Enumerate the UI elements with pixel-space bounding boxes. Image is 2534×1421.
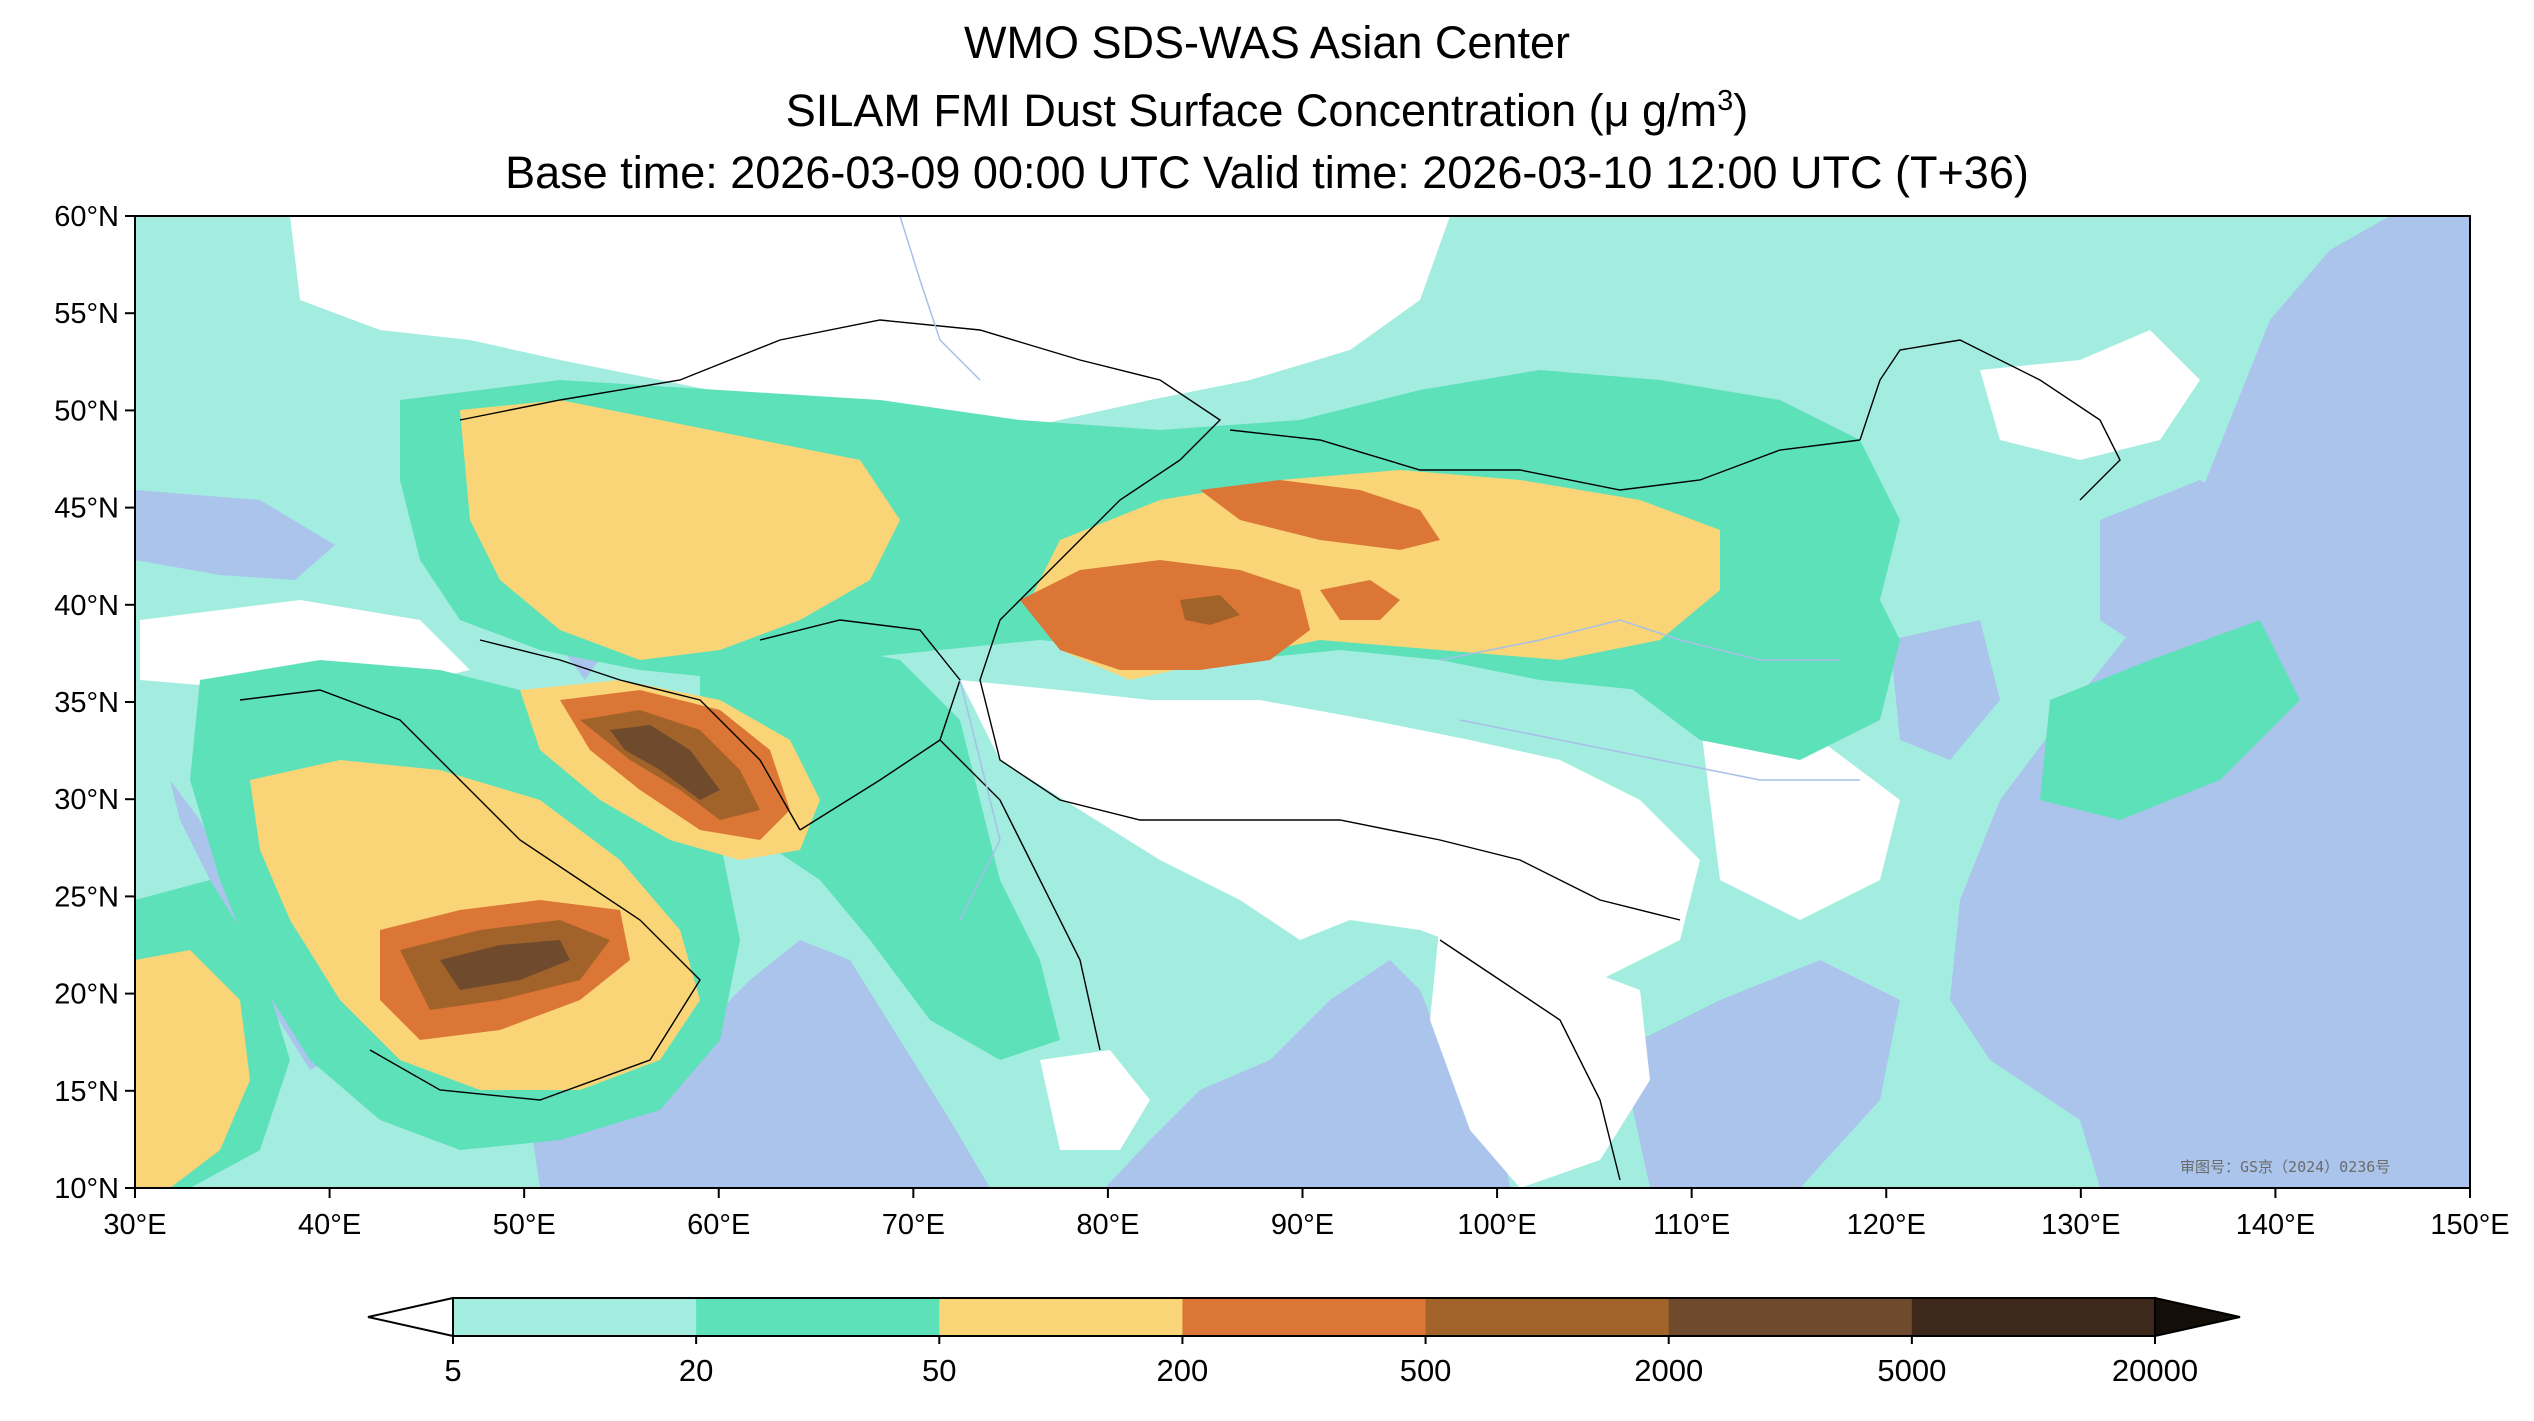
lon-tick-label: 130°E <box>2041 1209 2120 1241</box>
gobi-orange-strip <box>1200 480 1440 550</box>
border-kazakhstan <box>459 319 1222 461</box>
colorbar-segment <box>1182 1298 1427 1336</box>
lat-tick-label: 50°N <box>54 395 119 427</box>
border-russia-china-ne <box>1859 339 2121 501</box>
title-unit-superscript: 3 <box>1717 85 1734 117</box>
colorbar-outline <box>452 1297 2156 1337</box>
colorbar-tick-label: 2000 <box>1634 1353 1703 1388</box>
colorbar-tick-label: 5 <box>444 1353 461 1388</box>
taklamakan-orange <box>1020 560 1310 670</box>
lon-tick-label: 150°E <box>2430 1209 2509 1241</box>
mongolia-orange <box>1320 580 1400 620</box>
lat-tick-label: 35°N <box>54 687 119 719</box>
colorbar-segment <box>1425 1298 1670 1336</box>
river-indus <box>959 679 1001 921</box>
border-arabia <box>239 689 701 1101</box>
dust-2000-5000-layer <box>440 725 720 990</box>
lon-tick-label: 50°E <box>493 1209 556 1241</box>
lat-tick-label: 60°N <box>54 201 119 233</box>
south-china-sea <box>1620 960 1900 1188</box>
northeast-asia-white <box>1980 330 2200 460</box>
colorbar-tick-label: 200 <box>1157 1353 1209 1388</box>
arabian-sea <box>530 940 990 1188</box>
border-india <box>939 739 1101 1051</box>
iran-dark-brown <box>610 725 720 800</box>
black-sea <box>135 490 335 580</box>
colorbar-tick-label: 20 <box>679 1353 713 1388</box>
colorbar-over-arrow <box>2154 1296 2241 1338</box>
chart-title-line-3: Base time: 2026-03-09 00:00 UTC Valid ti… <box>505 147 2029 198</box>
colorbar-tick-label: 50 <box>922 1353 956 1388</box>
arabia-dark-brown <box>440 940 570 990</box>
lat-tick-label: 55°N <box>54 298 119 330</box>
map-watermark: 审图号：GS京（2024）0236号 <box>2180 1158 2390 1176</box>
map-frame-content: 审图号：GS京（2024）0236号 <box>135 216 2470 1188</box>
tibet-india-white <box>960 680 1700 980</box>
lon-tick-label: 110°E <box>1653 1209 1730 1241</box>
colorbar-tick-label: 20000 <box>2112 1353 2198 1388</box>
lat-tick-label: 45°N <box>54 493 119 525</box>
lon-tick-label: 80°E <box>1076 1209 1139 1241</box>
lat-tick-label: 30°N <box>54 784 119 816</box>
lon-tick-label: 100°E <box>1457 1209 1536 1241</box>
colorbar-segment <box>939 1298 1183 1336</box>
south-china-white <box>1700 720 1900 920</box>
title-unit: μ g/m <box>1603 85 1718 136</box>
lat-tick-label: 25°N <box>54 881 119 913</box>
colorbar-segment <box>453 1298 697 1336</box>
colorbar-segment <box>1911 1298 2156 1336</box>
colorbar-tick-label: 5000 <box>1877 1353 1946 1388</box>
river-yellow <box>1439 619 1840 661</box>
border-se-asia <box>1439 939 1621 1181</box>
kazakhstan-yellow <box>460 400 900 660</box>
river-ob <box>899 216 981 381</box>
lon-tick-label: 90°E <box>1271 1209 1334 1241</box>
colorbar-under-arrow <box>367 1296 454 1338</box>
title-suffix: ) <box>1733 85 1749 136</box>
lon-tick-label: 140°E <box>2236 1209 2315 1241</box>
river-yangtze <box>1459 719 1860 781</box>
lon-tick-label: 40°E <box>298 1209 361 1241</box>
pacific-green-patch <box>2040 620 2300 820</box>
title-prefix: SILAM FMI Dust Surface Concentration ( <box>785 85 1604 136</box>
chart-title-line-2: SILAM FMI Dust Surface Concentration (μ … <box>0 85 2534 136</box>
sea-of-japan <box>2100 480 2270 660</box>
colorbar-group: 5 20 50 200 500 2000 5000 20000 <box>367 1296 2241 1388</box>
lat-tick-label: 10°N <box>54 1173 119 1205</box>
lat-tick-label: 15°N <box>54 1076 119 1108</box>
border-china-west <box>979 459 1681 921</box>
yellow-sea <box>1890 620 2000 760</box>
longitude-axis: 30°E 40°E 50°E 60°E 70°E 80°E 90°E 100°E 110°E 12… <box>103 1188 2510 1241</box>
border-iran <box>479 639 801 831</box>
lat-tick-label: 20°N <box>54 979 119 1011</box>
chart-title-line-1: WMO SDS-WAS Asian Center <box>964 17 1570 68</box>
colorbar-tick-label: 500 <box>1400 1353 1452 1388</box>
colorbar-segment <box>1668 1298 1913 1336</box>
india-coast-white <box>1040 1050 1150 1150</box>
lon-tick-label: 30°E <box>103 1209 166 1241</box>
bay-of-bengal <box>1105 960 1510 1188</box>
border-mongolia-china <box>1229 429 1861 491</box>
lon-tick-label: 70°E <box>882 1209 945 1241</box>
colorbar-segment <box>696 1298 940 1336</box>
political-borders <box>239 319 2121 1181</box>
africa-yellow <box>135 950 250 1188</box>
southeast-asia-white <box>1430 920 1650 1188</box>
siberia-white <box>290 216 1450 440</box>
lon-tick-label: 60°E <box>687 1209 750 1241</box>
lon-tick-label: 120°E <box>1847 1209 1926 1241</box>
latitude-axis: 10°N 15°N 20°N 25°N 30°N 35°N 40°N 45°N 50°N 55°N… <box>54 201 135 1205</box>
lat-tick-label: 40°N <box>54 590 119 622</box>
rivers <box>899 216 1860 921</box>
taklamakan-brown <box>1180 595 1240 625</box>
